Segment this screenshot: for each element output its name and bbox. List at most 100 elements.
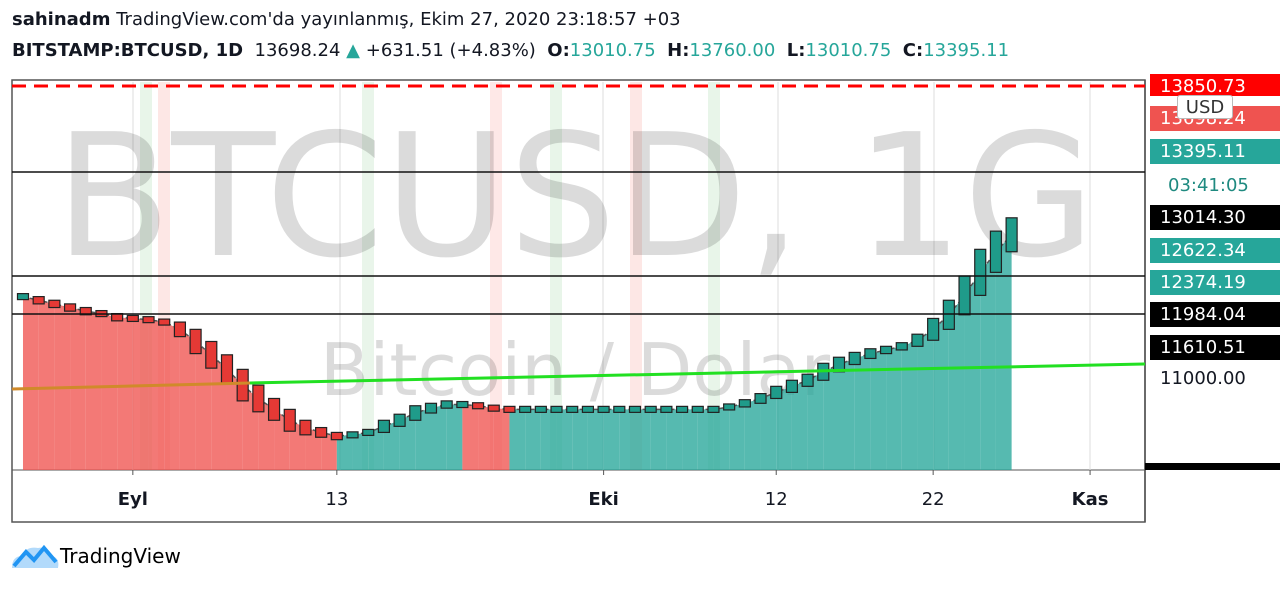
box bbox=[299, 419, 312, 436]
box bbox=[597, 405, 610, 413]
area-fill bbox=[38, 300, 55, 470]
area-fill bbox=[980, 251, 996, 470]
area-fill bbox=[493, 408, 510, 470]
box bbox=[770, 385, 783, 400]
area-fill bbox=[525, 409, 541, 470]
area-fill bbox=[556, 409, 573, 470]
ohlc-value: 13010.75 bbox=[569, 40, 656, 61]
box bbox=[974, 248, 987, 296]
area-fill bbox=[666, 409, 683, 470]
box bbox=[393, 413, 406, 427]
price-label: 13014.30 bbox=[1150, 205, 1280, 230]
box bbox=[911, 333, 924, 347]
area-fill bbox=[509, 409, 526, 470]
box bbox=[409, 405, 422, 421]
area-fill bbox=[587, 409, 604, 470]
area-fill bbox=[179, 329, 196, 470]
area-fill bbox=[886, 346, 902, 470]
header-line-2: BITSTAMP:BTCUSD, 1D 13698.24 ▲ +631.51 (… bbox=[12, 40, 1009, 61]
box bbox=[346, 431, 359, 439]
price-label: 12374.19 bbox=[1150, 270, 1280, 295]
box bbox=[958, 275, 971, 316]
area-fill bbox=[964, 272, 981, 470]
box bbox=[942, 299, 955, 330]
box bbox=[158, 318, 171, 326]
box bbox=[440, 400, 453, 409]
box bbox=[707, 405, 720, 413]
countdown-label: 03:41:05 bbox=[1162, 173, 1264, 198]
box bbox=[487, 404, 500, 412]
trend-line bbox=[249, 362, 1146, 385]
published: TradingView.com'da yayınlanmış, Ekim 27,… bbox=[116, 9, 681, 30]
box bbox=[32, 296, 45, 305]
box bbox=[628, 405, 642, 413]
price-label: 11610.51 bbox=[1150, 335, 1280, 360]
area-fill bbox=[603, 409, 620, 470]
area-fill bbox=[321, 432, 337, 470]
area-fill bbox=[760, 392, 777, 470]
plot bbox=[16, 217, 1018, 470]
area-fill bbox=[117, 317, 133, 470]
area-fill bbox=[22, 296, 39, 470]
x-tick-label: 22 bbox=[922, 489, 945, 510]
area-fill bbox=[807, 371, 824, 470]
author: sahinadm bbox=[12, 9, 111, 30]
price-label: 11984.04 bbox=[1150, 302, 1280, 327]
logo-icon bbox=[12, 544, 59, 568]
price-label: 11000.00 bbox=[1160, 368, 1246, 389]
ohlc-value: 13010.75 bbox=[805, 40, 892, 61]
box bbox=[362, 428, 375, 437]
area-fill bbox=[101, 313, 118, 470]
area-fill bbox=[634, 409, 651, 470]
area-fill bbox=[336, 434, 353, 470]
box bbox=[79, 306, 92, 316]
box bbox=[801, 373, 814, 387]
change: +631.51 (+4.83%) bbox=[365, 40, 536, 61]
ohlc-key: C: bbox=[902, 40, 924, 61]
area-fill bbox=[540, 409, 557, 470]
area-fill bbox=[933, 314, 949, 470]
box bbox=[189, 328, 202, 355]
box bbox=[848, 351, 861, 366]
box bbox=[142, 316, 155, 324]
watermark-name: Bitcoin / Dolar bbox=[320, 328, 831, 412]
box bbox=[503, 405, 516, 413]
price-label: 12622.34 bbox=[1150, 238, 1280, 263]
x-tick-label: Eki bbox=[588, 489, 618, 510]
box bbox=[236, 368, 249, 402]
area-fill bbox=[415, 408, 431, 470]
box bbox=[252, 384, 265, 413]
area-fill bbox=[776, 386, 792, 470]
area-fill bbox=[995, 234, 1012, 470]
area-fill bbox=[478, 405, 494, 470]
area-fill bbox=[132, 318, 149, 470]
area-fill bbox=[462, 404, 479, 470]
axis-marker bbox=[1145, 463, 1280, 470]
box bbox=[989, 230, 1003, 273]
area-fill bbox=[823, 364, 839, 470]
box bbox=[315, 426, 328, 438]
box bbox=[1005, 217, 1018, 253]
box bbox=[173, 321, 187, 338]
box bbox=[424, 402, 438, 414]
area-fill bbox=[195, 341, 212, 470]
brand: TradingView bbox=[59, 544, 181, 568]
area-fill bbox=[650, 409, 667, 470]
box bbox=[895, 342, 908, 351]
trend-line bbox=[11, 381, 251, 391]
box bbox=[550, 405, 563, 413]
symbol: BITSTAMP:BTCUSD, 1D bbox=[12, 40, 244, 61]
area-fill bbox=[682, 409, 698, 470]
area-fill bbox=[901, 340, 918, 470]
area-fill bbox=[697, 409, 714, 470]
area-fill bbox=[729, 403, 745, 470]
area-fill bbox=[713, 406, 730, 470]
x-tick-label: 12 bbox=[765, 489, 788, 510]
box bbox=[126, 314, 139, 323]
box bbox=[879, 345, 893, 355]
ohlc-key: L: bbox=[786, 40, 806, 61]
box bbox=[283, 408, 296, 432]
x-tick-label: Kas bbox=[1072, 489, 1109, 510]
box bbox=[864, 348, 877, 360]
